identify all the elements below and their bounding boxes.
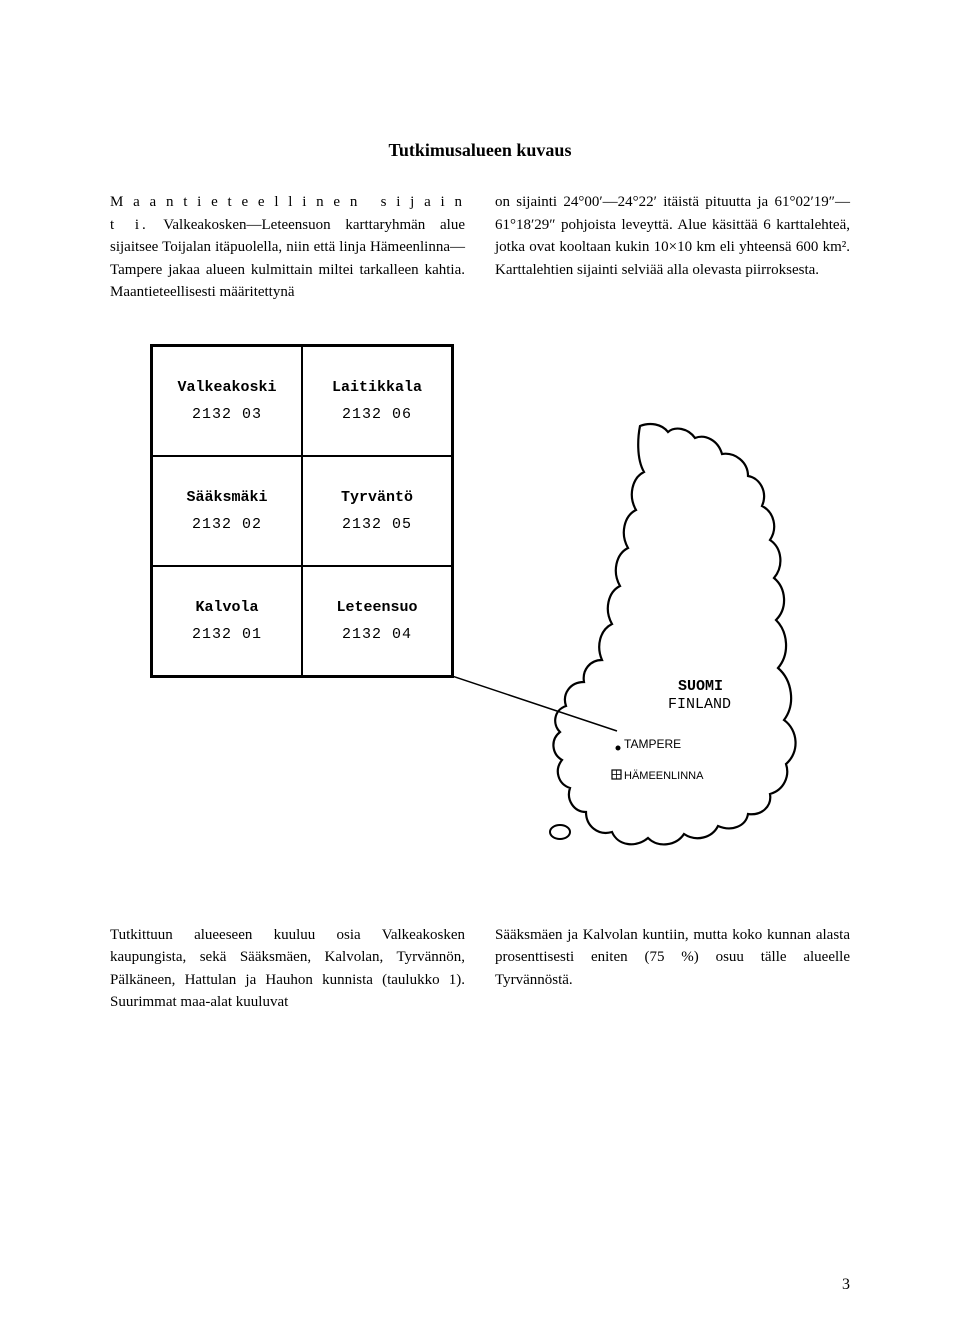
map-label-finland: FINLAND: [668, 696, 731, 713]
cell-name: Sääksmäki: [186, 489, 267, 506]
para1-left-text: Valkeakosken—Leteensuon karttaryhmän alu…: [110, 217, 465, 301]
finland-outline-icon: SUOMI FINLAND TAMPERE HÄMEENLINNA: [490, 414, 830, 864]
cell-name: Valkeakoski: [177, 379, 276, 396]
map-sheet-grid: Valkeakoski 2132 03 Laitikkala 2132 06 S…: [150, 344, 454, 678]
paragraph-1: M a a n t i e t e e l l i n e n s i j a …: [110, 191, 850, 304]
grid-cell: Tyrväntö 2132 05: [302, 456, 452, 566]
cell-code: 2132 06: [342, 406, 412, 423]
grid-cell: Valkeakoski 2132 03: [152, 346, 302, 456]
cell-name: Leteensuo: [336, 599, 417, 616]
grid-cell: Laitikkala 2132 06: [302, 346, 452, 456]
cell-code: 2132 01: [192, 626, 262, 643]
map-label-suomi: SUOMI: [678, 678, 723, 695]
grid-cell: Sääksmäki 2132 02: [152, 456, 302, 566]
para2-left-col: Tutkittuun alueeseen kuuluu osia Valkeak…: [110, 924, 465, 1014]
section-title: Tutkimusalueen kuvaus: [110, 140, 850, 161]
cell-name: Laitikkala: [332, 379, 422, 396]
para2-right-col: Sääksmäen ja Kalvolan kuntiin, mutta kok…: [495, 924, 850, 1014]
cell-name: Tyrväntö: [341, 489, 413, 506]
grid-cell: Kalvola 2132 01: [152, 566, 302, 676]
page-number: 3: [842, 1276, 850, 1294]
map-label-tampere: TAMPERE: [624, 737, 681, 751]
figure-area: Valkeakoski 2132 03 Laitikkala 2132 06 S…: [110, 344, 850, 864]
cell-code: 2132 04: [342, 626, 412, 643]
map-label-hameenlinna: HÄMEENLINNA: [624, 770, 704, 782]
paragraph-2: Tutkittuun alueeseen kuuluu osia Valkeak…: [110, 924, 850, 1014]
cell-code: 2132 05: [342, 516, 412, 533]
para1-right-col: on sijainti 24°00′—24°22′ itäistä pituut…: [495, 191, 850, 304]
cell-code: 2132 02: [192, 516, 262, 533]
cell-code: 2132 03: [192, 406, 262, 423]
para1-left-col: M a a n t i e t e e l l i n e n s i j a …: [110, 191, 465, 304]
cell-name: Kalvola: [195, 599, 258, 616]
grid-cell: Leteensuo 2132 04: [302, 566, 452, 676]
